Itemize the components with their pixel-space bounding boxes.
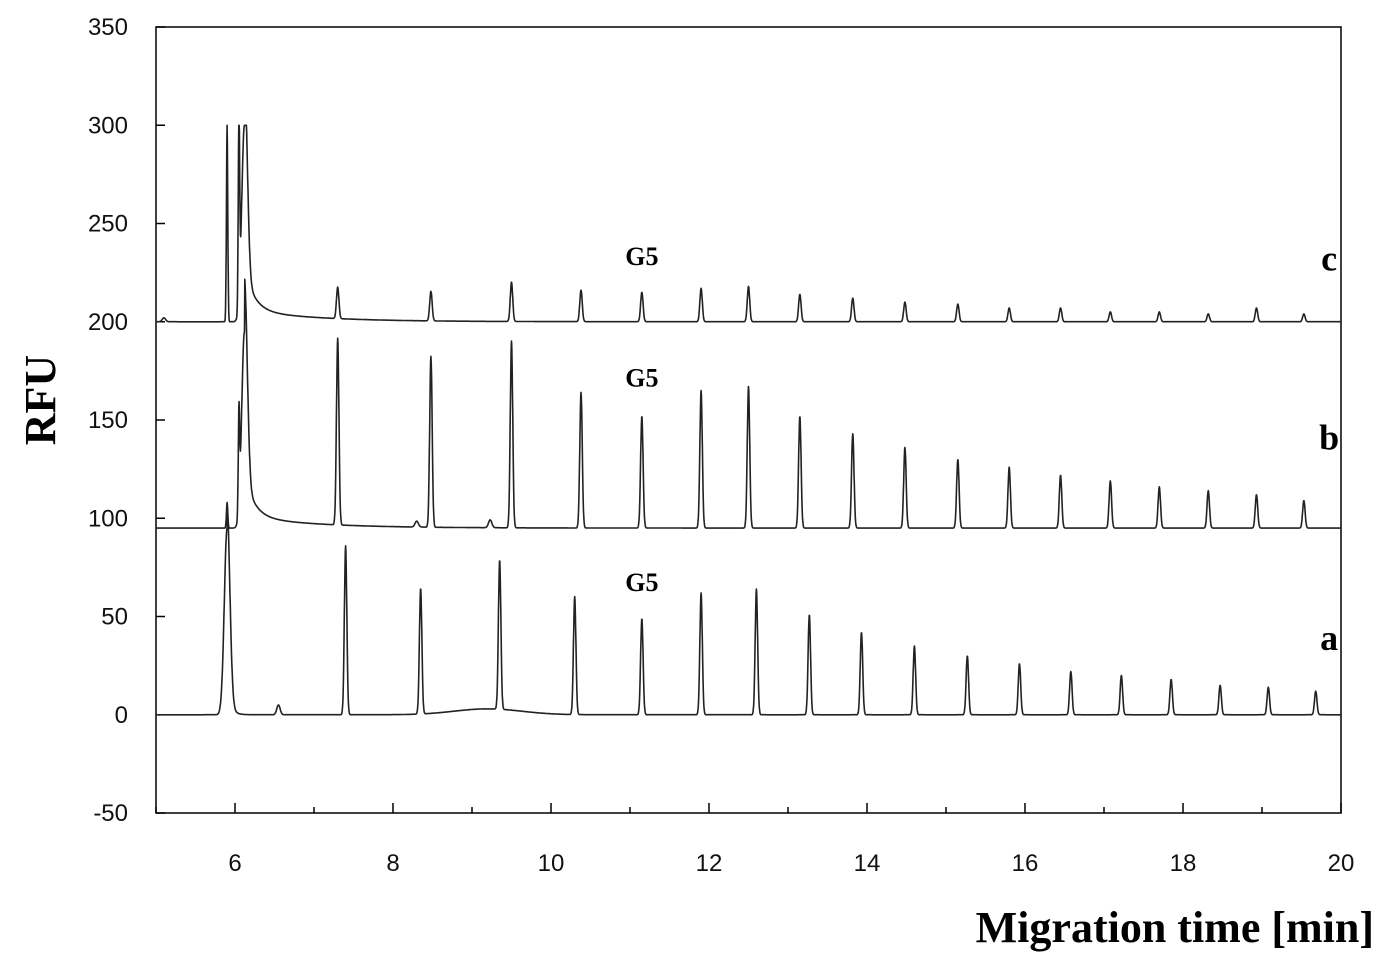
y-tick-label: 300 (88, 112, 128, 139)
peak-annotation-a: G5 (625, 568, 658, 597)
y-tick-label: 350 (88, 14, 128, 41)
y-tick-label: 200 (88, 309, 128, 336)
trace-label-b: b (1319, 417, 1339, 457)
plot-frame (155, 26, 1342, 814)
y-tick-label: 150 (88, 407, 128, 434)
x-axis-title: Migration time [min] (976, 903, 1374, 952)
trace-b (155, 278, 1342, 529)
peak-annotation-b: G5 (625, 364, 658, 393)
x-tick-label: 16 (1012, 850, 1039, 877)
y-axis-title: RFU (16, 355, 65, 445)
x-tick-label: 12 (696, 850, 723, 877)
trace-label-a: a (1320, 618, 1338, 658)
trace-c (155, 124, 1342, 323)
y-tick-label: 250 (88, 211, 128, 238)
x-tick-label: 10 (538, 850, 565, 877)
x-tick-label: 14 (854, 850, 881, 877)
y-tick-label: 0 (115, 702, 128, 729)
y-tick-label: 50 (101, 604, 128, 631)
y-tick-label: -50 (93, 800, 128, 827)
x-tick-label: 6 (228, 850, 241, 877)
trace-a (155, 506, 1342, 716)
traces (155, 124, 1342, 716)
peak-annotation-c: G5 (625, 242, 658, 271)
x-axis: 6 8 10 12 14 16 18 20 (155, 803, 1355, 877)
trace-label-c: c (1321, 239, 1337, 279)
y-tick-label: 100 (88, 505, 128, 532)
trace-labels: a G5 b G5 c G5 (625, 239, 1339, 658)
x-tick-label: 18 (1170, 850, 1197, 877)
y-axis: -50 0 50 100 150 200 250 300 350 (88, 14, 165, 827)
x-tick-label: 20 (1328, 850, 1355, 877)
x-tick-label: 8 (386, 850, 399, 877)
